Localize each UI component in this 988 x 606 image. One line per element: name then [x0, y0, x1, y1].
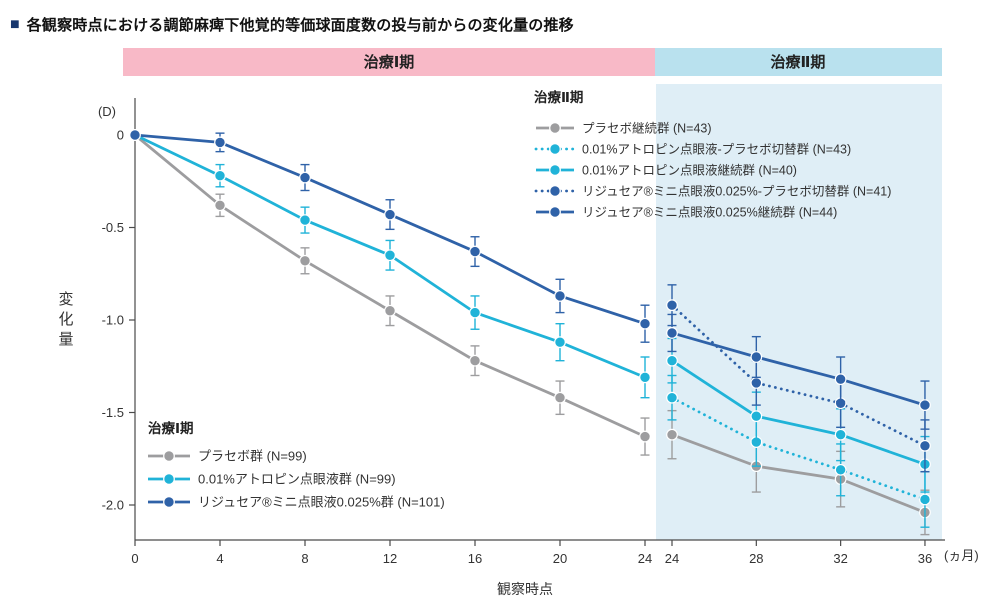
data-point: [214, 199, 226, 212]
data-point: [299, 254, 311, 267]
data-point: [129, 129, 141, 141]
data-point: [214, 169, 226, 182]
chart-dynamic-layer: 0 -0.5 -1.0 -1.5 -2.0 0 4 8 12 16 20 24 24 28 32 36 プラセボ…: [102, 98, 945, 566]
data-point: [750, 351, 763, 363]
legend-period2-title: 治療Ⅱ期: [534, 89, 583, 105]
legend-label: 0.01%アトロピン点眼液群 (N=99): [198, 472, 396, 487]
data-point: [639, 430, 651, 443]
y-tick-label: -2.0: [102, 498, 124, 513]
x-tick-label: 24: [665, 551, 679, 566]
data-point: [919, 399, 931, 412]
series-line-3: [671, 433, 926, 514]
period2-band: [655, 48, 942, 76]
legend-label: リジュセア®ミニ点眼液0.025%群 (N=101): [198, 495, 445, 510]
legend-swatch-marker: [549, 206, 561, 218]
legend-label: 0.01%アトロピン点眼液-プラセボ切替群 (N=43): [582, 142, 851, 157]
x-tick-label: 36: [918, 551, 932, 566]
x-axis-title: 観察時点: [497, 581, 553, 597]
title-bullet-icon: ■: [10, 15, 20, 33]
chart-figure: 治療Ⅰ期 治療Ⅱ期 (D) 変化量 観察時点 (ヵ月) 治療Ⅱ期 治療Ⅰ期 0 -…: [58, 48, 979, 597]
data-point: [214, 136, 226, 149]
legend-label: プラセボ継続群 (N=43): [582, 121, 712, 136]
data-point: [384, 304, 396, 317]
data-point: [666, 354, 678, 367]
period1-band: [123, 48, 655, 76]
data-point: [639, 317, 651, 330]
x-axis-unit: (ヵ月): [944, 548, 979, 563]
data-point: [834, 428, 847, 441]
x-tick-label: 8: [301, 551, 308, 566]
x-tick-label: 12: [383, 551, 397, 566]
period1-band-label: 治療Ⅰ期: [364, 53, 415, 71]
y-tick-label: 0: [117, 128, 124, 143]
x-tick-label: 16: [468, 551, 482, 566]
series-line-5: [671, 359, 926, 466]
series-line-6: [670, 303, 927, 448]
x-tick-label: 28: [749, 551, 763, 566]
period2-band-label: 治療Ⅱ期: [771, 53, 826, 71]
page-title-text: 各観察時点における調節麻痺下他覚的等価球面度数の投与前からの変化量の推移: [26, 17, 574, 34]
legend-period1-title: 治療Ⅰ期: [148, 420, 194, 436]
legend-swatch-marker: [549, 185, 561, 197]
data-point: [554, 336, 566, 349]
data-point: [299, 171, 311, 184]
y-axis-unit: (D): [98, 104, 116, 119]
x-tick-label: 0: [131, 551, 138, 566]
data-point: [666, 391, 678, 404]
data-point: [469, 245, 481, 258]
data-point: [666, 299, 678, 312]
data-point: [834, 463, 847, 476]
data-point: [666, 428, 678, 441]
legend-label: リジュセア®ミニ点眼液0.025%継続群 (N=44): [582, 205, 837, 220]
data-point: [639, 371, 651, 384]
x-tick-label: 24: [638, 551, 652, 566]
y-axis-title: 変化量: [58, 291, 73, 348]
x-tick-label: 32: [833, 551, 847, 566]
data-point: [384, 249, 396, 262]
x-tick-label: 4: [216, 551, 223, 566]
data-point: [919, 493, 931, 506]
legend-label: プラセボ群 (N=99): [198, 449, 307, 464]
data-point: [299, 214, 311, 227]
data-point: [554, 391, 566, 404]
period2-shade-region: [656, 84, 942, 540]
data-point: [666, 327, 678, 339]
data-point: [834, 373, 847, 386]
y-tick-label: -1.5: [102, 405, 124, 420]
data-point: [750, 410, 763, 423]
y-tick-label: -1.0: [102, 313, 124, 328]
legend-swatch-marker: [549, 122, 561, 134]
data-point: [469, 306, 481, 319]
legend-swatch-marker: [549, 143, 561, 155]
legend-label: リジュセア®ミニ点眼液0.025%-プラセボ切替群 (N=41): [582, 184, 891, 199]
legend-swatch-marker: [549, 164, 561, 176]
legend-label: 0.01%アトロピン点眼液継続群 (N=40): [582, 163, 797, 178]
series-line-4: [670, 396, 927, 501]
data-point: [750, 377, 763, 389]
data-point: [919, 439, 931, 452]
x-tick-label: 20: [553, 551, 567, 566]
data-point: [469, 354, 481, 367]
legend-swatch-marker: [163, 496, 175, 508]
legend-swatch-marker: [163, 473, 175, 485]
legend-swatch-marker: [163, 450, 175, 462]
data-point: [384, 208, 396, 221]
series-line-7: [671, 331, 926, 407]
y-tick-label: -0.5: [102, 220, 124, 235]
series-line-0: [134, 133, 646, 438]
data-point: [554, 290, 566, 302]
page-title: ■ 各観察時点における調節麻痺下他覚的等価球面度数の投与前からの変化量の推移: [0, 0, 988, 40]
